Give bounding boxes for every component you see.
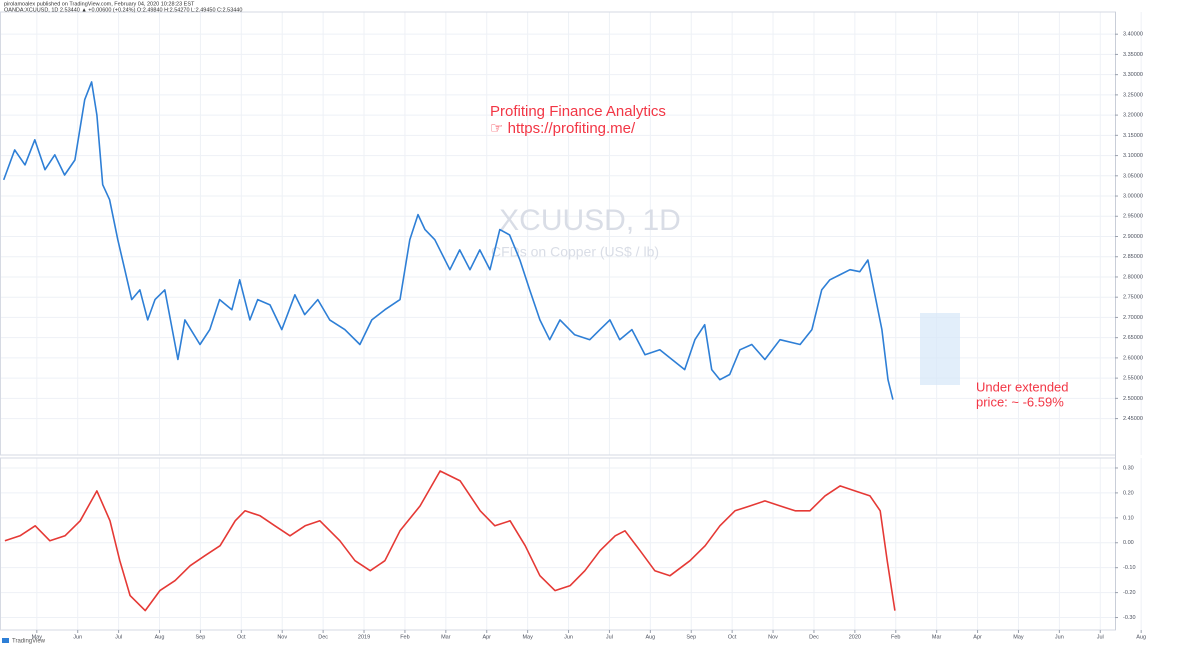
- y-tick-label: 2.75000: [1123, 295, 1143, 301]
- x-tick-label: 2020: [849, 634, 861, 640]
- y-tick-label: 2.45000: [1123, 416, 1143, 422]
- x-tick-label: Apr: [482, 634, 491, 640]
- x-tick-label: May: [32, 634, 43, 640]
- y-tick-label: 3.10000: [1123, 153, 1143, 159]
- y-tick-label: 2.90000: [1123, 234, 1143, 240]
- x-tick-label: Feb: [400, 634, 409, 640]
- y-tick-label: 2.65000: [1123, 335, 1143, 341]
- header-line: pirolamoalex published on TradingView.co…: [4, 1, 195, 7]
- x-tick-label: Jun: [1055, 634, 1064, 640]
- annotation: Profiting Finance Analytics: [490, 103, 666, 120]
- y-tick-label: 2.60000: [1123, 355, 1143, 361]
- y-tick-label: 0.20: [1123, 490, 1134, 496]
- y-tick-label: 3.40000: [1123, 32, 1143, 38]
- logo: [2, 638, 9, 643]
- grids: [0, 12, 1142, 630]
- y-tick-label: 0.00: [1123, 540, 1134, 546]
- footer: TradingView: [12, 639, 46, 645]
- x-tick-label: Feb: [891, 634, 900, 640]
- series-line: [2, 81, 894, 400]
- y-tick-label: 2.55000: [1123, 376, 1143, 382]
- y-tick-label: 3.25000: [1123, 92, 1143, 98]
- x-tick-label: Mar: [441, 634, 451, 640]
- y-tick-label: 2.50000: [1123, 396, 1143, 402]
- x-tick-label: 2019: [358, 634, 370, 640]
- x-tick-label: Apr: [973, 634, 982, 640]
- y-tick-label: 2.95000: [1123, 214, 1143, 220]
- annotation: Under extended: [976, 379, 1069, 394]
- annotation: price: ~ -6.59%: [976, 394, 1064, 409]
- y-tick-label: 3.00000: [1123, 193, 1143, 199]
- x-tick-label: Jul: [115, 634, 122, 640]
- x-tick-label: Mar: [932, 634, 942, 640]
- x-tick-label: Oct: [728, 634, 737, 640]
- x-tick-label: Jul: [1097, 634, 1104, 640]
- annotation: ☞ https://profiting.me/: [490, 120, 636, 137]
- x-tick-label: Aug: [645, 634, 655, 640]
- x-tick-label: Jul: [606, 634, 613, 640]
- y-tick-label: 2.85000: [1123, 254, 1143, 260]
- y-tick-label: 2.70000: [1123, 315, 1143, 321]
- y-tick-label: -0.20: [1123, 590, 1136, 596]
- x-tick-label: Dec: [318, 634, 328, 640]
- measure-box: [920, 313, 960, 385]
- x-tick-label: Aug: [155, 634, 165, 640]
- x-tick-label: Jun: [73, 634, 82, 640]
- watermark: XCUUSD, 1D: [499, 204, 681, 237]
- x-tick-label: Sep: [196, 634, 206, 640]
- y-tick-label: 0.30: [1123, 465, 1134, 471]
- y-tick-label: 2.80000: [1123, 274, 1143, 280]
- y-tick-label: 3.35000: [1123, 52, 1143, 58]
- x-tick-label: Oct: [237, 634, 246, 640]
- header-symbol: OANDA:XCUUSD, 1D 2.53440 ▲ +0.00600 (+0.…: [4, 7, 242, 13]
- watermark-subtitle: CFDs on Copper (US$ / lb): [491, 244, 659, 260]
- y-tick-label: 3.15000: [1123, 133, 1143, 139]
- x-tick-label: Jun: [564, 634, 573, 640]
- x-tick-label: Dec: [809, 634, 819, 640]
- x-tick-label: May: [1013, 634, 1024, 640]
- x-tick-label: Nov: [277, 634, 287, 640]
- x-tick-label: Sep: [686, 634, 696, 640]
- x-tick-label: May: [522, 634, 533, 640]
- y-tick-label: 0.10: [1123, 515, 1134, 521]
- y-tick-label: -0.30: [1123, 615, 1136, 621]
- y-tick-label: 3.20000: [1123, 113, 1143, 119]
- y-tick-label: 3.30000: [1123, 72, 1143, 78]
- x-tick-label: Nov: [768, 634, 778, 640]
- y-tick-label: 3.05000: [1123, 173, 1143, 179]
- y-tick-label: -0.10: [1123, 565, 1136, 571]
- series-line: [4, 470, 896, 612]
- x-tick-label: Aug: [1136, 634, 1146, 640]
